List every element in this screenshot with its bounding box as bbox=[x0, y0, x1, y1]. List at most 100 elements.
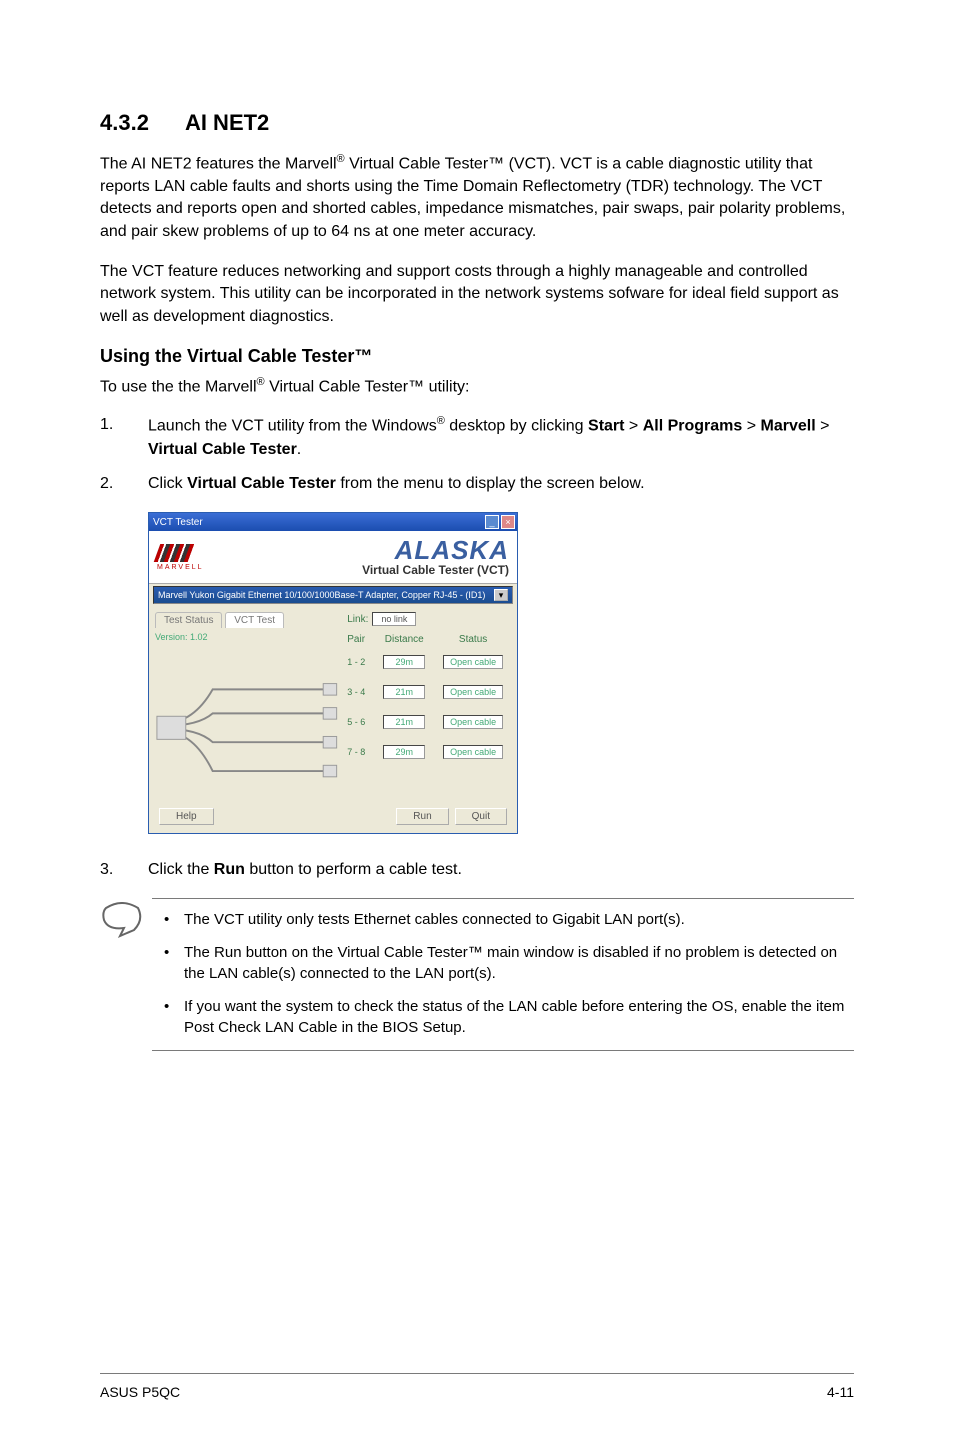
result-row: 3 - 4 21m Open cable bbox=[347, 685, 511, 699]
reg-mark-3: ® bbox=[437, 415, 445, 427]
s3-a: Click the bbox=[148, 861, 214, 878]
footer-left: ASUS P5QC bbox=[100, 1384, 180, 1400]
dist-cell: 21m bbox=[373, 715, 435, 729]
results-header: Pair Distance Status bbox=[347, 634, 511, 645]
link-value: no link bbox=[372, 612, 416, 626]
steps-list: 1. Launch the VCT utility from the Windo… bbox=[100, 413, 854, 496]
dropdown-text: Marvell Yukon Gigabit Ethernet 10/100/10… bbox=[158, 590, 485, 600]
step-2: 2. Click Virtual Cable Tester from the m… bbox=[100, 472, 854, 496]
vct-titlebar: VCT Tester _ × bbox=[149, 513, 517, 531]
s1-bold4: Virtual Cable Tester bbox=[148, 441, 297, 458]
help-button[interactable]: Help bbox=[159, 808, 214, 825]
stat-cell: Open cable bbox=[435, 745, 511, 759]
paragraph-1: The AI NET2 features the Marvell® Virtua… bbox=[100, 152, 854, 243]
subpara-b: Virtual Cable Tester™ utility: bbox=[265, 378, 470, 395]
note-block: The VCT utility only tests Ethernet cabl… bbox=[100, 898, 854, 1051]
tab-row: Test Status VCT Test bbox=[155, 612, 347, 628]
section-number: 4.3.2 bbox=[100, 110, 149, 136]
note-item-3: If you want the system to check the stat… bbox=[152, 996, 854, 1038]
adapter-dropdown[interactable]: Marvell Yukon Gigabit Ethernet 10/100/10… bbox=[153, 586, 513, 604]
minimize-icon[interactable]: _ bbox=[485, 515, 499, 529]
page-footer: ASUS P5QC 4-11 bbox=[100, 1384, 854, 1400]
step-num: 3. bbox=[100, 858, 113, 882]
stat-value: Open cable bbox=[443, 685, 503, 699]
dist-cell: 29m bbox=[373, 655, 435, 669]
stat-cell: Open cable bbox=[435, 715, 511, 729]
pair-value: 3 - 4 bbox=[347, 687, 373, 697]
dist-value: 29m bbox=[383, 745, 425, 759]
subheading: Using the Virtual Cable Tester™ bbox=[100, 346, 854, 367]
s2-b: from the menu to display the screen belo… bbox=[336, 475, 645, 492]
stat-cell: Open cable bbox=[435, 655, 511, 669]
section-heading: 4.3.2 AI NET2 bbox=[100, 110, 854, 136]
note-item-2: The Run button on the Virtual Cable Test… bbox=[152, 942, 854, 984]
vct-left-panel: Test Status VCT Test Version: 1.02 bbox=[155, 612, 347, 798]
tab-vct-test[interactable]: VCT Test bbox=[225, 612, 284, 628]
steps-list-2: 3. Click the Run button to perform a cab… bbox=[100, 858, 854, 882]
version-label: Version: 1.02 bbox=[155, 632, 347, 642]
dist-value: 29m bbox=[383, 655, 425, 669]
close-icon[interactable]: × bbox=[501, 515, 515, 529]
dist-cell: 29m bbox=[373, 745, 435, 759]
pair-value: 1 - 2 bbox=[347, 657, 373, 667]
quit-button[interactable]: Quit bbox=[455, 808, 507, 825]
vct-right-panel: Link: no link Pair Distance Status 1 - 2… bbox=[347, 612, 511, 798]
step-1: 1. Launch the VCT utility from the Windo… bbox=[100, 413, 854, 462]
note-content: The VCT utility only tests Ethernet cabl… bbox=[152, 898, 854, 1051]
reg-mark: ® bbox=[337, 153, 345, 165]
result-row: 1 - 2 29m Open cable bbox=[347, 655, 511, 669]
step-num: 2. bbox=[100, 472, 113, 496]
dist-value: 21m bbox=[383, 715, 425, 729]
window-title: VCT Tester bbox=[153, 517, 203, 528]
step-3: 3. Click the Run button to perform a cab… bbox=[100, 858, 854, 882]
reg-mark-2: ® bbox=[257, 376, 265, 388]
subpara-a: To use the the Marvell bbox=[100, 378, 257, 395]
chevron-down-icon: ▾ bbox=[494, 589, 508, 601]
link-label: Link: bbox=[347, 614, 368, 625]
stat-cell: Open cable bbox=[435, 685, 511, 699]
alaska-block: ALASKA Virtual Cable Tester (VCT) bbox=[362, 537, 509, 577]
s3-bold: Run bbox=[214, 861, 245, 878]
col-distance: Distance bbox=[373, 634, 435, 645]
s1-bold2: All Programs bbox=[643, 417, 743, 434]
s1-bold3: Marvell bbox=[761, 417, 816, 434]
s1-a: Launch the VCT utility from the Windows bbox=[148, 417, 437, 434]
result-row: 5 - 6 21m Open cable bbox=[347, 715, 511, 729]
vct-footer: Help Run Quit bbox=[149, 804, 517, 833]
cable-diagram bbox=[155, 648, 347, 798]
cable-diagram-svg bbox=[155, 648, 347, 798]
link-row: Link: no link bbox=[347, 612, 511, 626]
marvell-logo: MARVELL bbox=[157, 544, 204, 571]
footer-divider bbox=[100, 1373, 854, 1374]
alaska-subtitle: Virtual Cable Tester (VCT) bbox=[362, 563, 509, 577]
vct-body: Test Status VCT Test Version: 1.02 bbox=[149, 606, 517, 804]
sub-paragraph: To use the the Marvell® Virtual Cable Te… bbox=[100, 375, 854, 399]
col-pair: Pair bbox=[347, 634, 373, 645]
dist-cell: 21m bbox=[373, 685, 435, 699]
col-status: Status bbox=[435, 634, 511, 645]
run-button[interactable]: Run bbox=[396, 808, 448, 825]
s1-bold: Start bbox=[588, 417, 624, 434]
footer-right: 4-11 bbox=[827, 1384, 854, 1400]
note-item-1: The VCT utility only tests Ethernet cabl… bbox=[152, 909, 854, 930]
vct-window: VCT Tester _ × MARVELL ALASKA Virtual Ca… bbox=[148, 512, 518, 834]
s1-b: desktop by clicking bbox=[445, 417, 588, 434]
vct-header: MARVELL ALASKA Virtual Cable Tester (VCT… bbox=[149, 531, 517, 584]
tab-test-status[interactable]: Test Status bbox=[155, 612, 222, 628]
stat-value: Open cable bbox=[443, 655, 503, 669]
stat-value: Open cable bbox=[443, 745, 503, 759]
marvell-text: MARVELL bbox=[157, 564, 204, 571]
s3-b: button to perform a cable test. bbox=[245, 861, 462, 878]
para1-a: The AI NET2 features the Marvell bbox=[100, 155, 337, 172]
dist-value: 21m bbox=[383, 685, 425, 699]
stat-value: Open cable bbox=[443, 715, 503, 729]
section-title: AI NET2 bbox=[185, 110, 269, 135]
step-num: 1. bbox=[100, 413, 113, 437]
marvell-stripes-icon bbox=[154, 544, 195, 562]
result-row: 7 - 8 29m Open cable bbox=[347, 745, 511, 759]
alaska-title: ALASKA bbox=[362, 537, 509, 563]
note-icon bbox=[100, 898, 152, 1051]
s2-a: Click bbox=[148, 475, 187, 492]
pair-value: 7 - 8 bbox=[347, 747, 373, 757]
window-controls: _ × bbox=[485, 515, 515, 529]
